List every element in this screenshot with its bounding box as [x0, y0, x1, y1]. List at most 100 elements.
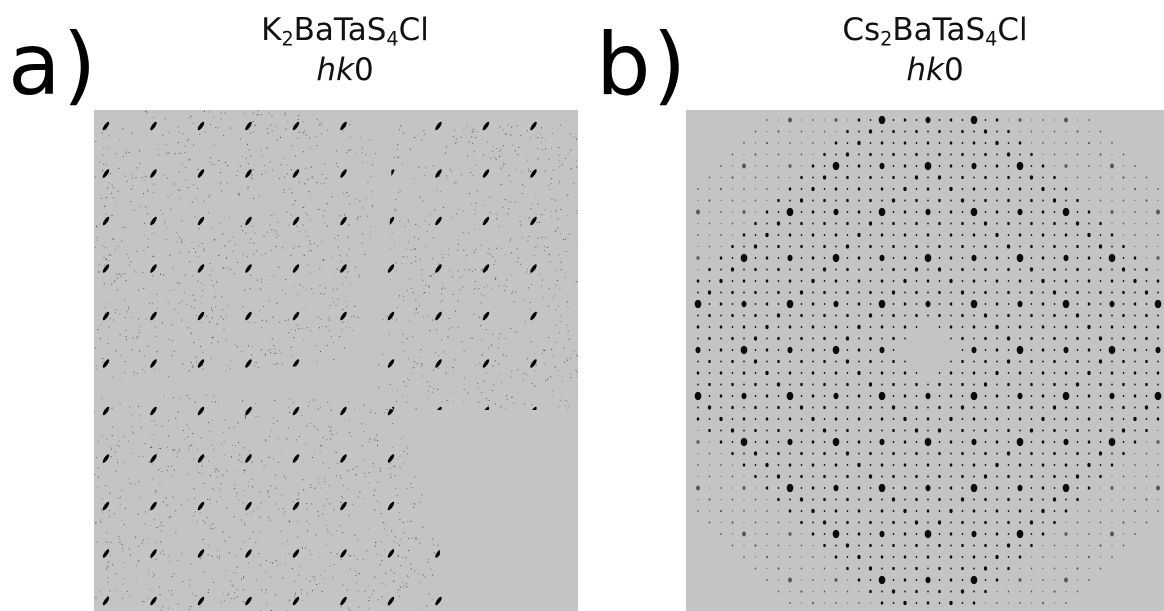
noise-dot — [557, 370, 559, 372]
noise-dot — [188, 251, 190, 253]
noise-dot — [348, 261, 350, 263]
bragg-spot — [1007, 474, 1010, 479]
bragg-spot — [926, 141, 930, 145]
bragg-spot — [741, 300, 747, 308]
bragg-spot — [1099, 199, 1102, 202]
bragg-spot — [903, 233, 907, 237]
bragg-spot — [915, 188, 918, 190]
noise-dot — [184, 438, 186, 440]
bragg-spot — [1108, 437, 1116, 447]
bragg-spot — [927, 176, 929, 179]
bragg-spot — [789, 222, 791, 225]
noise-dot — [427, 316, 429, 318]
noise-dot — [325, 326, 327, 328]
noise-dot — [182, 580, 184, 582]
bragg-spot — [786, 299, 794, 309]
noise-dot — [391, 530, 393, 532]
bragg-spot — [915, 234, 918, 236]
noise-dot — [548, 288, 550, 290]
noise-dot — [533, 255, 535, 257]
noise-dot — [199, 512, 201, 514]
noise-dot — [267, 516, 269, 518]
bragg-spot — [1030, 326, 1033, 328]
noise-dot — [528, 236, 530, 237]
noise-dot — [395, 269, 397, 271]
bragg-spot — [949, 118, 953, 122]
noise-dot — [290, 214, 292, 216]
noise-dot — [223, 267, 225, 269]
bragg-spot — [915, 142, 918, 144]
bragg-spot — [1146, 211, 1147, 213]
noise-dot — [109, 446, 111, 448]
bragg-spot — [846, 428, 849, 433]
bragg-spot — [984, 175, 987, 180]
noise-dot — [502, 162, 504, 164]
noise-dot — [420, 582, 422, 584]
bragg-spot — [1054, 142, 1055, 144]
noise-dot — [275, 230, 277, 232]
noise-dot — [131, 132, 133, 134]
noise-dot — [288, 520, 290, 522]
noise-dot — [316, 119, 318, 121]
noise-dot — [170, 208, 172, 210]
bragg-spot — [811, 210, 815, 214]
noise-dot — [159, 484, 161, 486]
noise-dot — [263, 164, 265, 166]
bragg-spot — [1077, 533, 1078, 535]
noise-dot — [152, 572, 154, 574]
noise-dot — [414, 570, 416, 572]
noise-dot — [208, 111, 210, 113]
noise-dot — [553, 169, 554, 171]
noise-dot — [374, 489, 376, 491]
bragg-spot — [800, 590, 803, 593]
noise-dot — [336, 530, 337, 532]
noise-dot — [245, 410, 247, 412]
noise-dot — [493, 384, 495, 386]
bragg-spot — [743, 199, 745, 202]
bragg-spot — [435, 311, 442, 321]
noise-dot — [498, 285, 500, 287]
bragg-spot — [777, 303, 780, 305]
bragg-spot — [1111, 314, 1113, 317]
bragg-spot — [800, 382, 803, 387]
bragg-spot — [732, 188, 733, 190]
bragg-spot — [812, 153, 814, 156]
bragg-spot — [1042, 222, 1044, 225]
noise-dot — [128, 152, 130, 153]
noise-dot — [441, 401, 443, 403]
noise-dot — [335, 475, 337, 477]
noise-dot — [463, 128, 465, 130]
bragg-spot — [1145, 428, 1148, 433]
noise-dot — [520, 135, 522, 136]
noise-dot — [253, 510, 255, 512]
noise-dot — [94, 411, 96, 413]
noise-dot — [381, 596, 383, 598]
noise-dot — [260, 278, 262, 280]
noise-dot — [101, 509, 102, 511]
noise-dot — [183, 430, 185, 431]
bragg-spot — [1076, 372, 1079, 374]
bragg-spot — [961, 326, 964, 328]
noise-dot — [111, 184, 113, 186]
noise-dot — [374, 439, 376, 441]
noise-dot — [297, 494, 299, 496]
noise-dot — [310, 554, 312, 555]
bragg-spot — [1088, 567, 1090, 570]
bragg-spot — [340, 311, 347, 321]
noise-dot — [369, 596, 371, 598]
bragg-spot — [292, 121, 300, 131]
bragg-spot — [1088, 176, 1090, 179]
noise-dot — [439, 175, 441, 177]
bragg-spot — [1053, 257, 1056, 259]
noise-dot — [210, 528, 212, 530]
noise-dot — [297, 293, 299, 295]
noise-dot — [109, 590, 111, 592]
noise-dot — [309, 272, 311, 274]
noise-dot — [503, 285, 505, 286]
noise-dot — [186, 140, 188, 142]
bragg-spot — [1088, 153, 1090, 156]
noise-dot — [544, 349, 546, 351]
bragg-spot — [949, 578, 953, 582]
bragg-spot — [1030, 188, 1033, 190]
bragg-spot — [973, 498, 975, 501]
